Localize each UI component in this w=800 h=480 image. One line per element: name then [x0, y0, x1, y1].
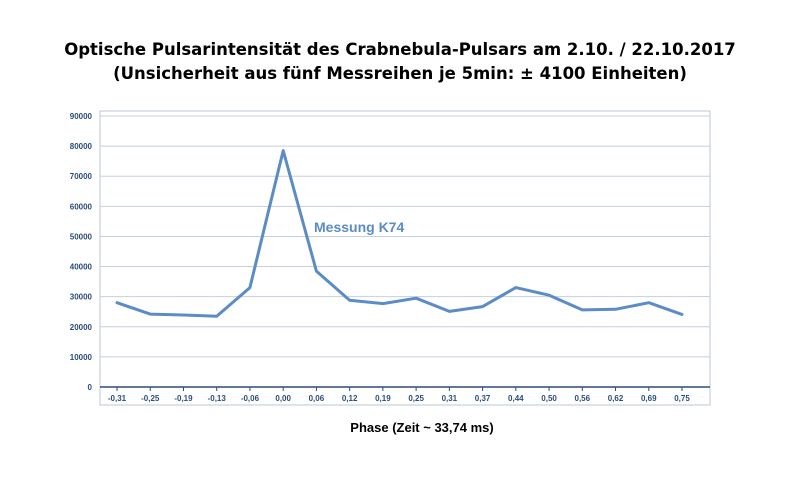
x-tick-label: 0,56 [575, 394, 591, 403]
y-axis-ticks: 0 10000 20000 30000 40000 50000 60000 70000 8000… [70, 112, 93, 392]
y-tick-label: 40000 [70, 263, 93, 272]
chart-subtitle: (Unsicherheit aus fünf Messreihen je 5mi… [113, 64, 687, 83]
x-tick-label: 0,69 [641, 394, 657, 403]
x-axis-ticks: -0,31 -0,25 -0,19 -0,13 -0,06 0,00 0,06 0,12 0,1… [108, 387, 690, 403]
y-tick-label: 70000 [70, 172, 93, 181]
y-tick-label: 0 [88, 383, 93, 392]
y-tick-label: 50000 [70, 232, 93, 241]
x-tick-label: -0,06 [241, 394, 260, 403]
x-tick-label: -0,19 [174, 394, 193, 403]
x-tick-label: 0,06 [309, 394, 325, 403]
x-tick-label: -0,31 [108, 394, 127, 403]
x-tick-label: 0,75 [674, 394, 690, 403]
x-tick-label: 0,19 [375, 394, 391, 403]
x-tick-label: 0,44 [508, 394, 524, 403]
x-axis-label: Phase (Zeit ~ 33,74 ms) [350, 420, 493, 435]
x-tick-label: 0,12 [342, 394, 358, 403]
series-line-messung-k74 [115, 149, 684, 318]
chart-title: Optische Pulsarintensität des Crabnebula… [64, 40, 736, 59]
x-tick-label: 0,31 [442, 394, 458, 403]
x-tick-label: 0,00 [275, 394, 291, 403]
y-tick-label: 10000 [70, 353, 93, 362]
series-label: Messung K74 [314, 219, 404, 235]
plot-area [99, 110, 711, 406]
y-tick-label: 90000 [70, 112, 93, 121]
y-tick-label: 30000 [70, 293, 93, 302]
x-tick-label: 0,25 [408, 394, 424, 403]
y-tick-label: 20000 [70, 323, 93, 332]
x-tick-label: 0,50 [541, 394, 557, 403]
y-tick-label: 80000 [70, 142, 93, 151]
gridlines [100, 115, 710, 388]
x-tick-label: 0,62 [608, 394, 624, 403]
x-tick-label: -0,13 [208, 394, 227, 403]
y-tick-label: 60000 [70, 202, 93, 211]
x-tick-label: 0,37 [475, 394, 491, 403]
x-tick-label: -0,25 [141, 394, 160, 403]
